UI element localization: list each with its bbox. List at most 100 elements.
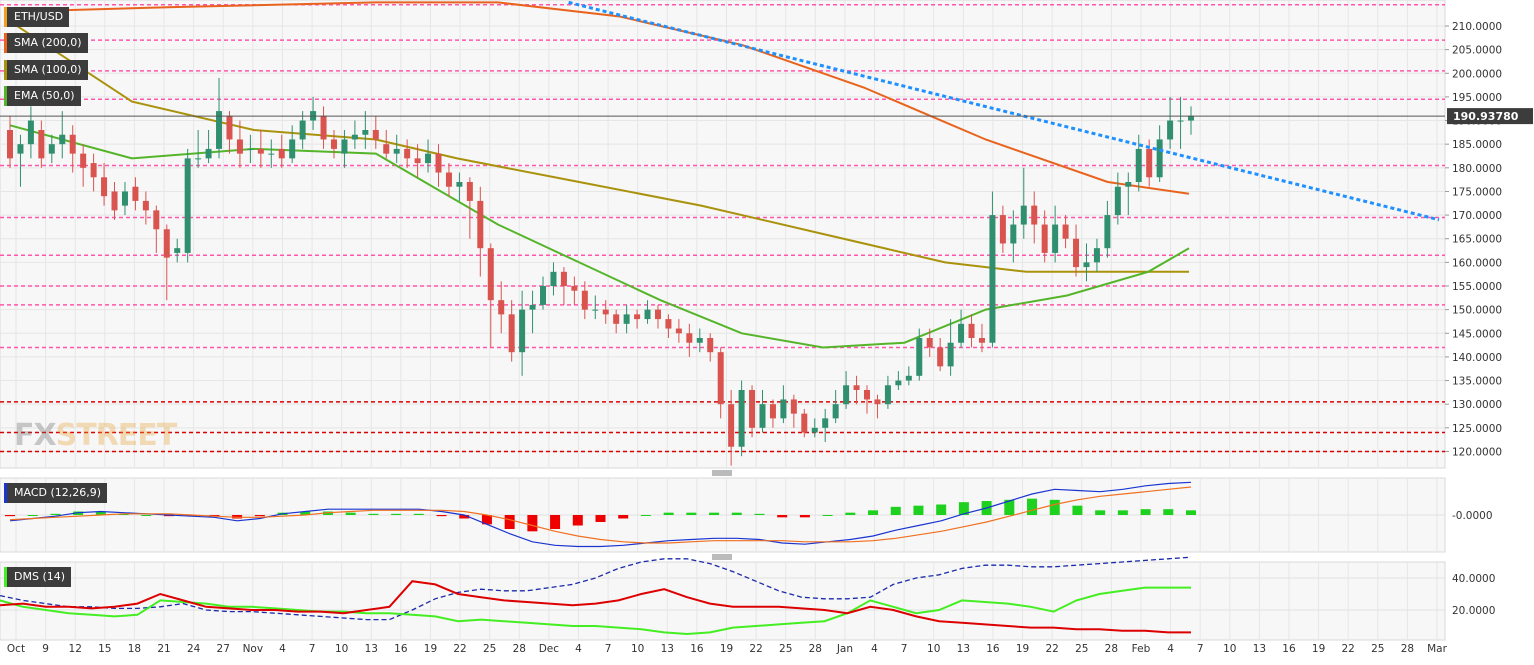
current-price-label: 190.93780 <box>1453 110 1519 123</box>
macd-histogram-bar <box>958 502 969 515</box>
macd-histogram-bar <box>936 504 947 515</box>
macd-histogram-bar <box>1027 498 1038 515</box>
x-tick-label: 16 <box>394 643 408 655</box>
trendline <box>568 0 1440 222</box>
y-tick-label: 165.0000 <box>1452 234 1502 246</box>
candle-body <box>445 172 452 187</box>
candle-body <box>498 300 505 315</box>
logo-fx: FX <box>14 418 57 453</box>
macd-histogram-bar <box>436 515 447 517</box>
legend-dms[interactable]: DMS (14) <box>4 567 72 587</box>
candle-body <box>132 186 139 201</box>
macd-histogram-bar <box>754 513 765 515</box>
candle-body <box>383 144 390 154</box>
macd-histogram-bar <box>663 512 674 515</box>
candle-body <box>550 271 557 286</box>
adx-line <box>0 556 1192 621</box>
x-tick-label: 28 <box>1401 643 1414 655</box>
legend-sma200-label: SMA (200,0) <box>14 36 82 49</box>
macd-histogram-bar <box>118 513 129 515</box>
macd-histogram-bar <box>141 515 152 516</box>
candle-body <box>769 404 776 419</box>
candle-body <box>623 314 630 324</box>
candle-body <box>707 338 714 353</box>
macd-histogram-bar <box>254 515 265 517</box>
x-tick-label: Mar <box>1427 643 1447 655</box>
candle-body <box>895 380 902 386</box>
y-tick-label: 40.0000 <box>1452 573 1495 585</box>
candle-body <box>675 328 682 334</box>
x-tick-label: 13 <box>957 643 970 655</box>
di-minus-line <box>0 580 1191 634</box>
x-tick-label: Feb <box>1132 643 1151 655</box>
x-tick-label: 13 <box>661 643 674 655</box>
legend-symbol[interactable]: ETH/USD <box>4 7 70 27</box>
x-tick-label: 28 <box>513 643 526 655</box>
x-tick-label: 28 <box>1105 643 1118 655</box>
candle-body <box>581 290 588 310</box>
candle-body <box>529 304 536 310</box>
macd-histogram-bar <box>618 515 629 519</box>
y-tick-label: -0.0000 <box>1452 510 1493 522</box>
candle-body <box>195 158 202 160</box>
legend-sma100[interactable]: SMA (100,0) <box>4 60 88 80</box>
x-tick-label: 12 <box>69 643 82 655</box>
macd-histogram-bar <box>1049 499 1060 515</box>
candle-body <box>48 144 55 154</box>
macd-histogram-bar <box>845 512 856 515</box>
legend-sma100-label: SMA (100,0) <box>14 63 82 76</box>
x-tick-label: 4 <box>575 643 582 655</box>
candle-body <box>226 115 233 140</box>
x-tick-label: 22 <box>749 643 762 655</box>
current-price-tag <box>1447 108 1533 125</box>
candle-body <box>696 338 703 343</box>
candle-body <box>822 418 829 428</box>
macd-line <box>9 481 1192 548</box>
candle-body <box>1188 115 1194 121</box>
candle-body <box>644 309 651 320</box>
candle-body <box>519 309 526 353</box>
candle-body <box>853 385 860 390</box>
candle-body <box>153 210 160 230</box>
macd-histogram-bar <box>5 515 15 517</box>
macd-histogram-bar <box>640 515 651 516</box>
candle-body <box>884 385 891 405</box>
y-tick-label: 135.0000 <box>1452 376 1502 388</box>
macd-histogram-bar <box>27 515 38 516</box>
candle-body <box>634 314 641 320</box>
x-tick-label: 4 <box>871 643 878 655</box>
macd-histogram-bar <box>1117 510 1128 515</box>
x-tick-label: 7 <box>901 643 908 655</box>
x-tick-label: 19 <box>1016 643 1029 655</box>
macd-histogram-bar <box>550 515 561 529</box>
x-tick-label: 25 <box>1371 643 1384 655</box>
candle-body <box>101 177 108 197</box>
candle-body <box>540 286 547 305</box>
x-tick-label: 22 <box>453 643 466 655</box>
candle-body <box>613 314 620 324</box>
x-tick-label: 10 <box>927 643 940 655</box>
x-tick-label: 25 <box>483 643 496 655</box>
candle-body <box>1146 148 1153 178</box>
candle-body <box>184 158 191 253</box>
logo-street: STREET <box>55 418 178 453</box>
legend-macd[interactable]: MACD (12,26,9) <box>4 483 108 503</box>
candle-body <box>236 139 243 154</box>
candle-body <box>989 215 996 343</box>
legend-color-swatch <box>4 60 7 80</box>
legend-macd-label: MACD (12,26,9) <box>14 486 102 499</box>
legend-ema50[interactable]: EMA (50,0) <box>4 86 81 106</box>
macd-histogram-bar <box>1163 509 1174 515</box>
macd-histogram-bar <box>209 515 220 517</box>
candle-body <box>487 248 494 301</box>
x-tick-label: 25 <box>1075 643 1088 655</box>
candle-body <box>80 153 87 168</box>
x-tick-label: 21 <box>157 643 170 655</box>
x-tick-label: 7 <box>1197 643 1204 655</box>
x-tick-label: 13 <box>1253 643 1266 655</box>
legend-color-swatch <box>4 86 7 106</box>
candle-body <box>477 200 484 249</box>
candle-body <box>947 342 954 367</box>
legend-sma200[interactable]: SMA (200,0) <box>4 33 88 53</box>
